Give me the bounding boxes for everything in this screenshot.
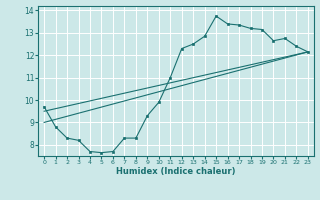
X-axis label: Humidex (Indice chaleur): Humidex (Indice chaleur) xyxy=(116,167,236,176)
